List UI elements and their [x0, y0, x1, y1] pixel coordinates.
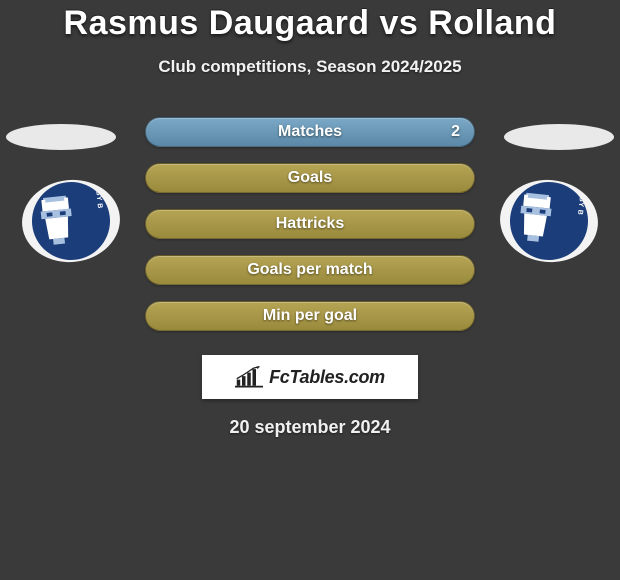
- main-container: Rasmus Daugaard vs Rolland Club competit…: [0, 0, 620, 438]
- club-badge-right-text: YNGBY B: [576, 180, 587, 216]
- branding-text: FcTables.com: [269, 367, 385, 388]
- stat-label: Hattricks: [276, 215, 344, 233]
- stat-label: Min per goal: [263, 307, 357, 325]
- date-label: 20 september 2024: [229, 417, 390, 438]
- player-oval-left: [6, 124, 116, 150]
- stat-label: Matches: [278, 123, 342, 141]
- stat-label: Goals per match: [247, 261, 372, 279]
- branding-box[interactable]: FcTables.com: [202, 355, 418, 399]
- stat-row-goals: Goals: [145, 163, 475, 193]
- stat-row-goals-per-match: Goals per match: [145, 255, 475, 285]
- stat-row-hattricks: Hattricks: [145, 209, 475, 239]
- club-badge-left: YNGBY B: [18, 175, 124, 267]
- subtitle: Club competitions, Season 2024/2025: [158, 57, 461, 77]
- club-badge-right-inner: YNGBY B: [506, 178, 592, 264]
- club-badge-left-text: YNGBY B: [92, 178, 103, 209]
- bar-chart-icon: [235, 366, 263, 388]
- stat-label: Goals: [288, 169, 332, 187]
- club-badge-left-inner: YNGBY B: [28, 178, 114, 264]
- stat-row-min-per-goal: Min per goal: [145, 301, 475, 331]
- viking-face-icon: [514, 191, 557, 245]
- club-badge-right: YNGBY B: [496, 175, 602, 267]
- viking-face-icon: [35, 194, 78, 248]
- player-oval-right: [504, 124, 614, 150]
- stat-row-matches: Matches 2: [145, 117, 475, 147]
- stat-value-right: 2: [451, 123, 460, 141]
- page-title: Rasmus Daugaard vs Rolland: [64, 4, 557, 43]
